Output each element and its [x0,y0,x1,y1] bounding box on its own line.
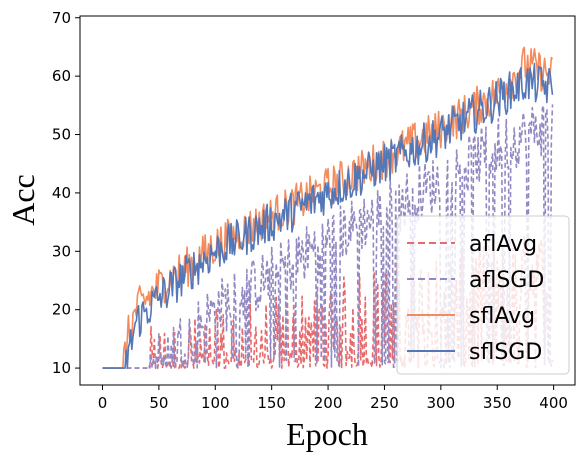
legend-label-sflSGD: sflSGD [469,340,542,365]
series-line-aflAvg [102,235,554,369]
legend-label-aflAvg: aflAvg [469,232,537,257]
x-tick-label: 50 [149,394,168,412]
plot-frame [79,15,576,386]
x-tick-label: 0 [98,394,108,412]
legend-label-aflSGD: aflSGD [469,268,544,293]
x-tick-label: 150 [257,394,286,412]
x-axis-title: Epoch [286,416,368,452]
legend-box [396,215,570,375]
x-tick-label: 100 [201,394,230,412]
y-tick-label: 70 [52,9,71,27]
y-tick-label: 40 [52,184,71,202]
x-tick-label: 350 [483,394,512,412]
y-axis-title: Acc [5,174,41,226]
series-line-sflSGD [102,62,554,369]
ticks-layer: 0 50 100 150 200 250 300 350 400 10 20 30 40 50 60 70 [52,9,568,412]
x-tick-label: 300 [427,394,456,412]
legend-label-sflAvg: sflAvg [469,304,535,329]
y-tick-label: 30 [52,242,71,260]
legend: aflAvg aflSGD sflAvg sflSGD [396,215,570,375]
y-tick-label: 50 [52,126,71,144]
x-tick-label: 250 [370,394,399,412]
x-tick-label: 200 [314,394,343,412]
y-tick-label: 60 [52,67,71,85]
y-tick-label: 10 [52,359,71,377]
series-layer [102,46,554,369]
series-line-aflSGD [102,104,554,369]
x-tick-label: 400 [539,394,568,412]
y-tick-label: 20 [52,301,71,319]
